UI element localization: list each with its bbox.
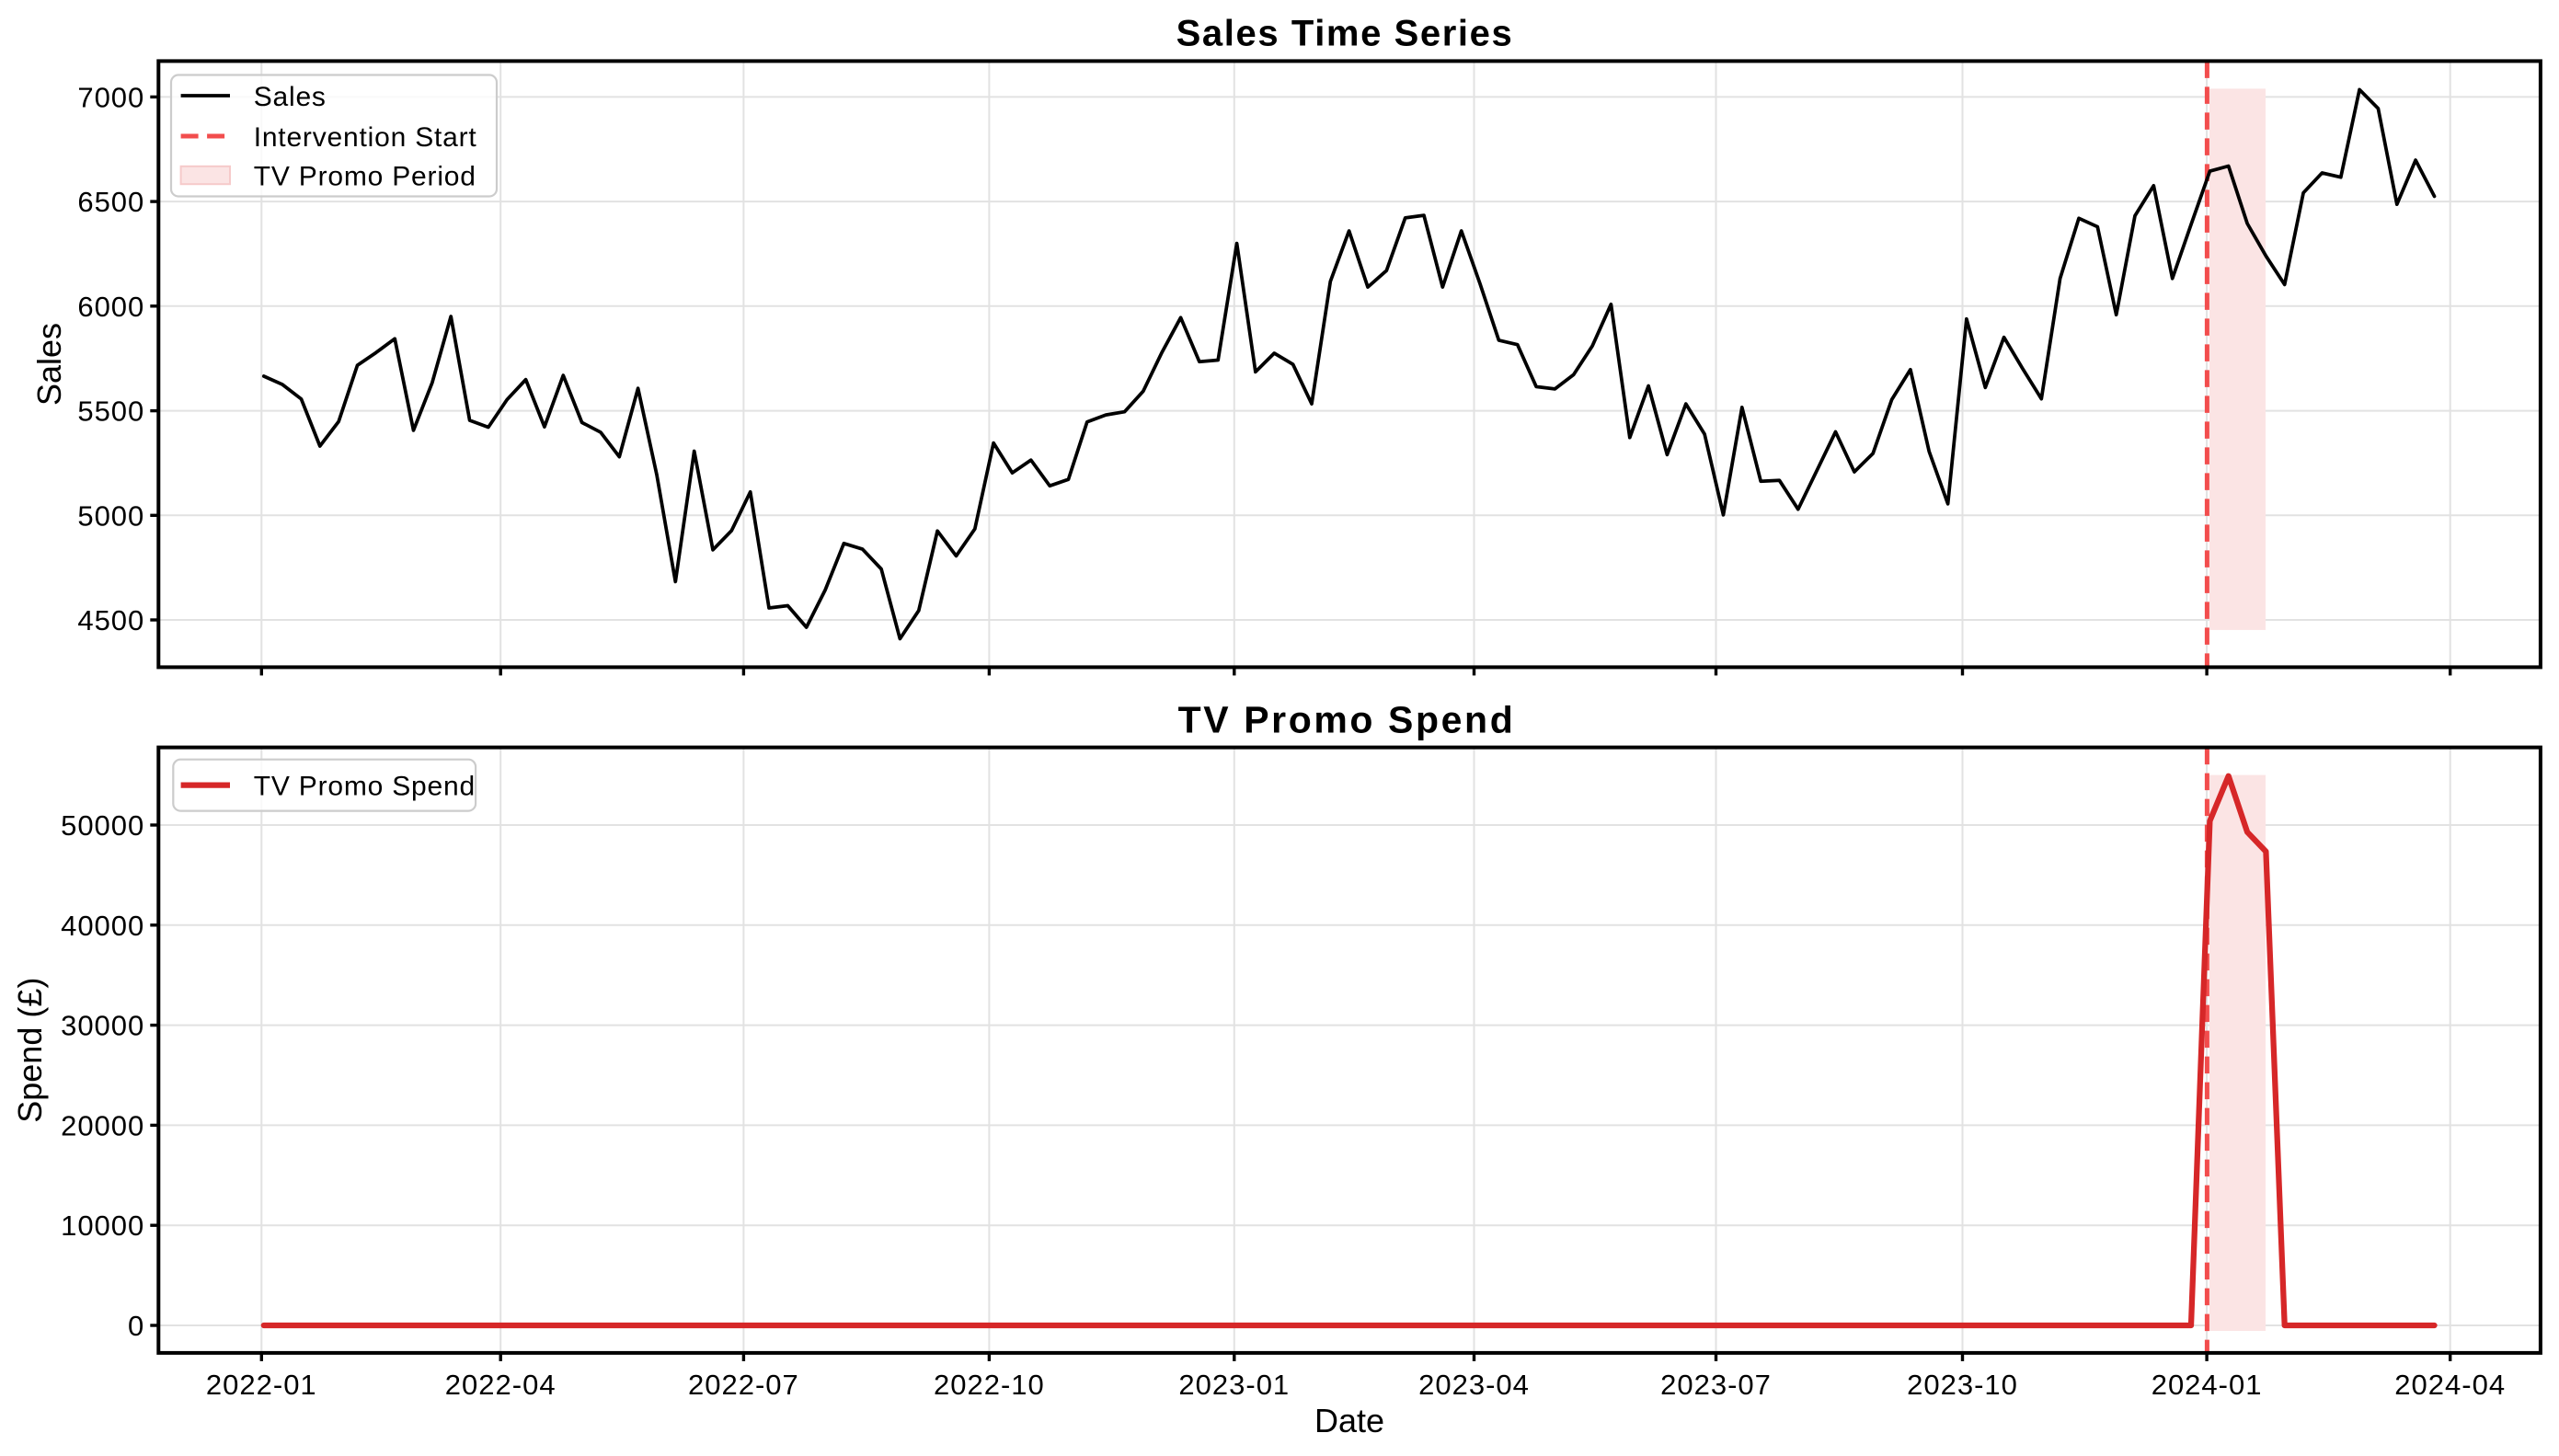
svg-text:Sales: Sales — [254, 82, 327, 112]
svg-text:2024-01: 2024-01 — [2152, 1369, 2263, 1401]
svg-text:2022-07: 2022-07 — [688, 1369, 799, 1401]
svg-text:TV Promo Spend: TV Promo Spend — [254, 772, 476, 802]
svg-text:2022-04: 2022-04 — [445, 1369, 557, 1401]
svg-text:4500: 4500 — [77, 604, 144, 636]
svg-text:6000: 6000 — [77, 291, 144, 323]
svg-text:2022-10: 2022-10 — [934, 1369, 1045, 1401]
svg-text:2023-07: 2023-07 — [1660, 1369, 1772, 1401]
svg-text:40000: 40000 — [61, 910, 144, 942]
svg-text:6500: 6500 — [77, 186, 144, 218]
svg-text:20000: 20000 — [61, 1109, 144, 1141]
svg-text:50000: 50000 — [61, 809, 144, 842]
svg-text:Sales: Sales — [30, 323, 68, 406]
svg-text:2023-01: 2023-01 — [1178, 1369, 1290, 1401]
svg-text:5000: 5000 — [77, 499, 144, 532]
svg-text:7000: 7000 — [77, 81, 144, 113]
svg-text:Intervention Start: Intervention Start — [254, 122, 477, 153]
svg-text:2023-04: 2023-04 — [1418, 1369, 1530, 1401]
svg-text:2022-01: 2022-01 — [206, 1369, 317, 1401]
svg-text:Spend (£): Spend (£) — [11, 978, 49, 1123]
svg-text:10000: 10000 — [61, 1210, 144, 1242]
svg-text:Sales Time Series: Sales Time Series — [1176, 14, 1514, 54]
svg-text:2023-10: 2023-10 — [1907, 1369, 2018, 1401]
svg-text:TV Promo Spend: TV Promo Spend — [1178, 698, 1516, 740]
svg-text:2024-04: 2024-04 — [2394, 1369, 2506, 1401]
svg-text:TV Promo Period: TV Promo Period — [254, 162, 476, 192]
svg-text:0: 0 — [128, 1310, 144, 1342]
svg-text:Date: Date — [1314, 1402, 1384, 1439]
svg-text:5500: 5500 — [77, 396, 144, 428]
svg-text:30000: 30000 — [61, 1010, 144, 1042]
